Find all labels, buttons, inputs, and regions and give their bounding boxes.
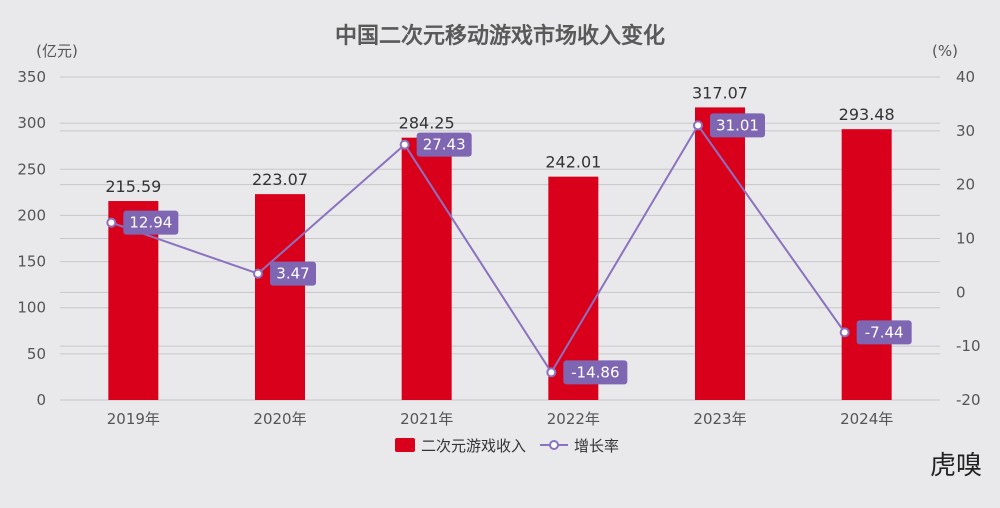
- right-axis-tick-label: 0: [956, 283, 966, 301]
- right-axis-tick-label: 40: [956, 68, 975, 86]
- legend-bar-swatch: [395, 438, 415, 452]
- rate-value-label: 12.94: [129, 214, 172, 232]
- rate-label-badge: [416, 132, 472, 157]
- left-axis-tick-label: 350: [17, 68, 46, 86]
- rate-label-badge: [856, 320, 912, 345]
- x-axis-ticks: 2019年 2020年 2021年 2022年 2023年 2024年: [107, 410, 894, 428]
- rate-point: [106, 217, 117, 228]
- bar-value-labels: 215.59 223.07 284.25 242.01 317.07 293.48: [105, 83, 894, 196]
- right-axis-tick-label: 20: [956, 176, 975, 194]
- right-axis-ticks: -20 -10 0 10 20 30 40: [956, 68, 981, 409]
- rate-value-label: -14.86: [571, 363, 619, 381]
- left-axis-tick-label: 250: [17, 160, 46, 178]
- left-axis-tick-label: 0: [36, 391, 46, 409]
- legend: 二次元游戏收入 增长率: [395, 437, 619, 455]
- revenue-bar: [695, 107, 745, 401]
- revenue-bar: [255, 194, 305, 400]
- bar-series: [108, 107, 892, 401]
- bar-value-label: 284.25: [399, 114, 455, 133]
- rate-point: [253, 268, 263, 279]
- rate-label-badge: [270, 261, 316, 286]
- revenue-bar: [401, 137, 452, 400]
- rate-point: [693, 120, 703, 131]
- rate-point: [839, 327, 850, 338]
- bar-value-label: 242.01: [545, 153, 601, 172]
- left-axis-ticks: 0 50 100 150 200 250 300 350: [17, 68, 46, 409]
- bar-value-label: 223.07: [252, 170, 308, 189]
- huxiu-logo: 虎嗅: [930, 451, 982, 481]
- x-axis-tick-label: 2021年: [400, 410, 453, 428]
- x-axis-tick-label: 2020年: [253, 410, 306, 428]
- right-axis-tick-label: 10: [956, 230, 975, 248]
- bar-value-label: 215.59: [105, 177, 161, 196]
- legend-bar-label: 二次元游戏收入: [421, 437, 526, 455]
- x-axis-tick-label: 2024年: [840, 410, 893, 428]
- chart-title: 中国二次元移动游戏市场收入变化: [335, 23, 665, 49]
- rate-line: [111, 123, 846, 375]
- legend-line-marker: [549, 440, 559, 450]
- rate-label-badge: [563, 360, 628, 385]
- bar-value-label: 317.07: [692, 83, 748, 102]
- x-axis-tick-label: 2019年: [107, 410, 160, 428]
- left-axis-tick-label: 300: [17, 114, 46, 132]
- left-axis-unit: (亿元): [36, 42, 78, 60]
- right-axis-tick-label: -20: [956, 391, 981, 409]
- legend-line-label: 增长率: [574, 437, 619, 455]
- right-axis-tick-label: -10: [956, 337, 981, 355]
- rate-point: [546, 367, 557, 378]
- bar-value-label: 293.48: [839, 105, 895, 124]
- rate-value-label: -7.44: [865, 323, 904, 341]
- left-axis-tick-label: 150: [17, 253, 46, 271]
- rate-label-badge: [710, 113, 765, 138]
- left-axis-tick-label: 100: [17, 299, 46, 317]
- rate-series: 12.94 3.47 27.43 -14.86 31.01 -7.44: [106, 113, 912, 385]
- x-axis-tick-label: 2022年: [547, 410, 600, 428]
- rate-value-label: 3.47: [276, 265, 309, 283]
- left-axis-tick-label: 200: [17, 206, 46, 224]
- gridlines: [60, 76, 940, 401]
- left-axis-tick-label: 50: [27, 345, 46, 363]
- right-axis-tick-label: 30: [956, 122, 975, 140]
- rate-point: [399, 139, 410, 150]
- right-axis-unit: (%): [932, 42, 958, 60]
- x-axis-tick-label: 2023年: [693, 410, 746, 428]
- rate-value-label: 31.01: [716, 116, 759, 134]
- rate-label-badge: [123, 210, 179, 235]
- revenue-bar: [841, 129, 892, 400]
- rate-value-label: 27.43: [423, 136, 466, 154]
